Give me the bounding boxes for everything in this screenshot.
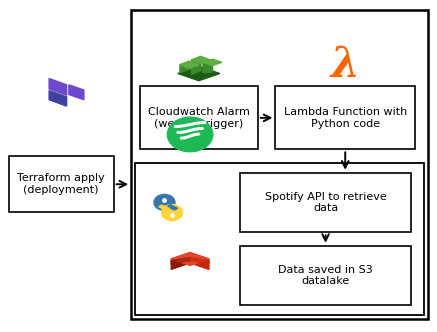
Text: Terraform apply
(deployment): Terraform apply (deployment) xyxy=(17,173,105,195)
Text: Data saved in S3
datalake: Data saved in S3 datalake xyxy=(278,265,373,287)
Text: Lambda Function with
Python code: Lambda Function with Python code xyxy=(284,107,407,129)
FancyBboxPatch shape xyxy=(131,10,428,319)
Polygon shape xyxy=(171,257,190,264)
Polygon shape xyxy=(69,85,84,100)
Text: λ: λ xyxy=(331,44,360,86)
FancyBboxPatch shape xyxy=(9,156,114,212)
Polygon shape xyxy=(203,62,212,73)
Polygon shape xyxy=(203,59,222,65)
Polygon shape xyxy=(180,61,199,68)
Circle shape xyxy=(167,117,213,152)
Polygon shape xyxy=(159,205,169,210)
Polygon shape xyxy=(190,257,209,264)
Polygon shape xyxy=(171,253,190,269)
FancyBboxPatch shape xyxy=(275,86,415,149)
Polygon shape xyxy=(191,56,210,63)
Polygon shape xyxy=(49,91,66,106)
Text: Spotify API to retrieve
data: Spotify API to retrieve data xyxy=(265,192,386,213)
FancyBboxPatch shape xyxy=(240,173,411,232)
Polygon shape xyxy=(180,61,189,73)
FancyBboxPatch shape xyxy=(240,246,411,305)
Circle shape xyxy=(154,195,175,210)
Text: Cloudwatch Alarm
(weekly trigger): Cloudwatch Alarm (weekly trigger) xyxy=(148,107,250,129)
FancyBboxPatch shape xyxy=(135,163,424,315)
Polygon shape xyxy=(191,56,201,74)
Polygon shape xyxy=(190,253,209,269)
Polygon shape xyxy=(178,66,220,81)
Polygon shape xyxy=(167,205,178,210)
FancyBboxPatch shape xyxy=(140,86,258,149)
Circle shape xyxy=(162,205,183,220)
Polygon shape xyxy=(49,78,66,95)
Polygon shape xyxy=(171,253,209,265)
